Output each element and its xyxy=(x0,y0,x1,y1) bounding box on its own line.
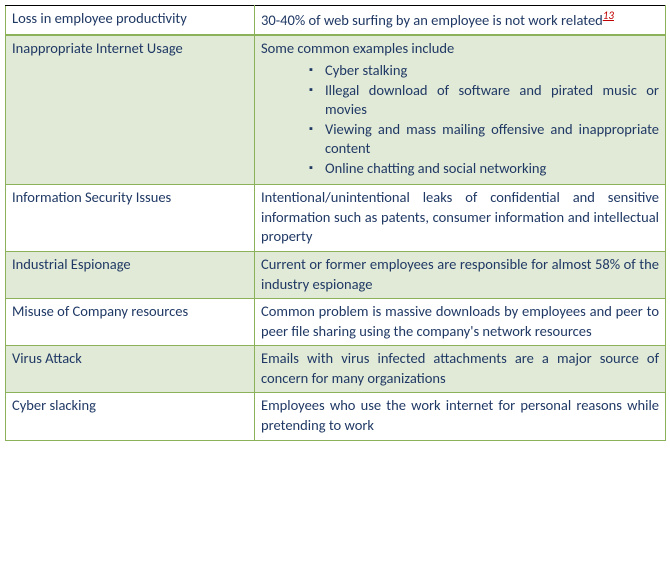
list-item: Online chatting and social networking xyxy=(309,159,659,179)
table-row: Cyber slacking Employees who use the wor… xyxy=(6,393,666,440)
row-label: Industrial Espionage xyxy=(6,252,255,299)
row-label: Loss in employee productivity xyxy=(6,6,255,36)
table-row: Industrial Espionage Current or former e… xyxy=(6,252,666,299)
citation-link[interactable]: 13 xyxy=(603,9,614,22)
table-row: Information Security Issues Intentional/… xyxy=(6,185,666,252)
row-desc: Common problem is massive downloads by e… xyxy=(255,299,666,346)
row-label: Misuse of Company resources xyxy=(6,299,255,346)
table-row: Misuse of Company resources Common probl… xyxy=(6,299,666,346)
risks-table: Loss in employee productivity 30-40% of … xyxy=(5,5,666,441)
row-desc: Intentional/unintentional leaks of confi… xyxy=(255,185,666,252)
table-row: Inappropriate Internet Usage Some common… xyxy=(6,35,666,184)
table-row: Virus Attack Emails with virus infected … xyxy=(6,346,666,393)
list-item: Viewing and mass mailing offensive and i… xyxy=(309,120,659,159)
row-desc: Employees who use the work internet for … xyxy=(255,393,666,440)
row-desc: Some common examples include Cyber stalk… xyxy=(255,35,666,184)
table-row: Loss in employee productivity 30-40% of … xyxy=(6,6,666,36)
row-label: Information Security Issues xyxy=(6,185,255,252)
row-desc: 30-40% of web surfing by an employee is … xyxy=(255,6,666,36)
list-item: Cyber stalking xyxy=(309,61,659,81)
row-label: Virus Attack xyxy=(6,346,255,393)
list-item: Illegal download of software and pirated… xyxy=(309,81,659,120)
row-label: Cyber slacking xyxy=(6,393,255,440)
row-label: Inappropriate Internet Usage xyxy=(6,35,255,184)
row-desc: Emails with virus infected attachments a… xyxy=(255,346,666,393)
row-desc: Current or former employees are responsi… xyxy=(255,252,666,299)
bullet-list: Cyber stalking Illegal download of softw… xyxy=(261,61,659,178)
